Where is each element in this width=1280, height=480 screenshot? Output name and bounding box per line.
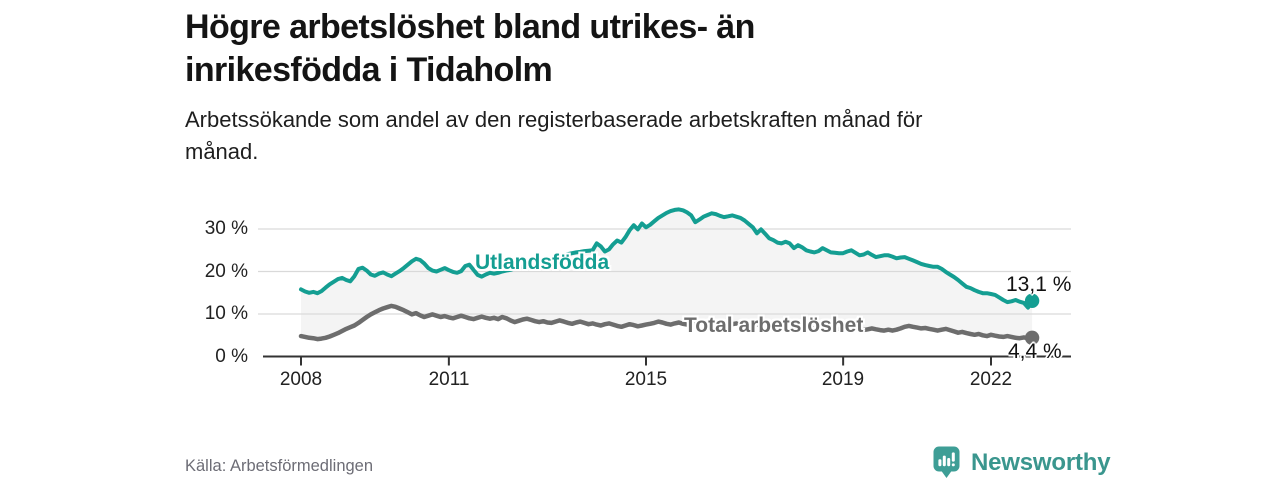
x-axis-label-2011: 2011: [428, 369, 470, 390]
newsworthy-logo: Newsworthy: [933, 446, 1111, 479]
x-axis-label-2008: 2008: [279, 369, 323, 390]
chart-subtitle-line-2: månad.: [185, 139, 259, 164]
x-axis-label-2015: 2015: [624, 369, 668, 390]
between-series-fill-band: [301, 209, 1033, 340]
end-dot-utlandsfodda: [1024, 293, 1040, 308]
x-axis-label-2022: 2022: [969, 369, 1013, 390]
series-label-total-arbetsloshet: Total arbetslöshet: [684, 314, 864, 337]
page-title-line-1: Högre arbetslöshet bland utrikes- än: [185, 8, 755, 46]
series-label-utlandsfodda: Utlandsfödda: [475, 251, 610, 274]
source-attribution: Källa: Arbetsförmedlingen: [185, 457, 374, 475]
end-dot-total-arbetsloshet: [1024, 330, 1040, 345]
newsworthy-wordmark: Newsworthy: [971, 448, 1111, 476]
end-value-label-utlandsfodda: 13,1 %: [1006, 273, 1072, 296]
newsworthy-bar-chart-icon: [933, 446, 960, 478]
y-axis-label-20: 20 %: [204, 261, 248, 282]
series-line-utlandsfodda: [299, 207, 1035, 310]
page-title-line-2: inrikesfödda i Tidaholm: [185, 51, 553, 89]
end-value-label-total: 4,4 %: [1008, 340, 1062, 363]
chart-subtitle-line-1: Arbetssökande som andel av den registerb…: [185, 107, 923, 132]
y-axis-label-10: 10 %: [204, 303, 248, 324]
x-axis-label-2019: 2019: [821, 369, 865, 390]
y-axis-label-0: 0 %: [215, 346, 248, 367]
series-line-total-arbetsloshet: [298, 303, 1035, 342]
y-axis-label-30: 30 %: [204, 218, 248, 239]
